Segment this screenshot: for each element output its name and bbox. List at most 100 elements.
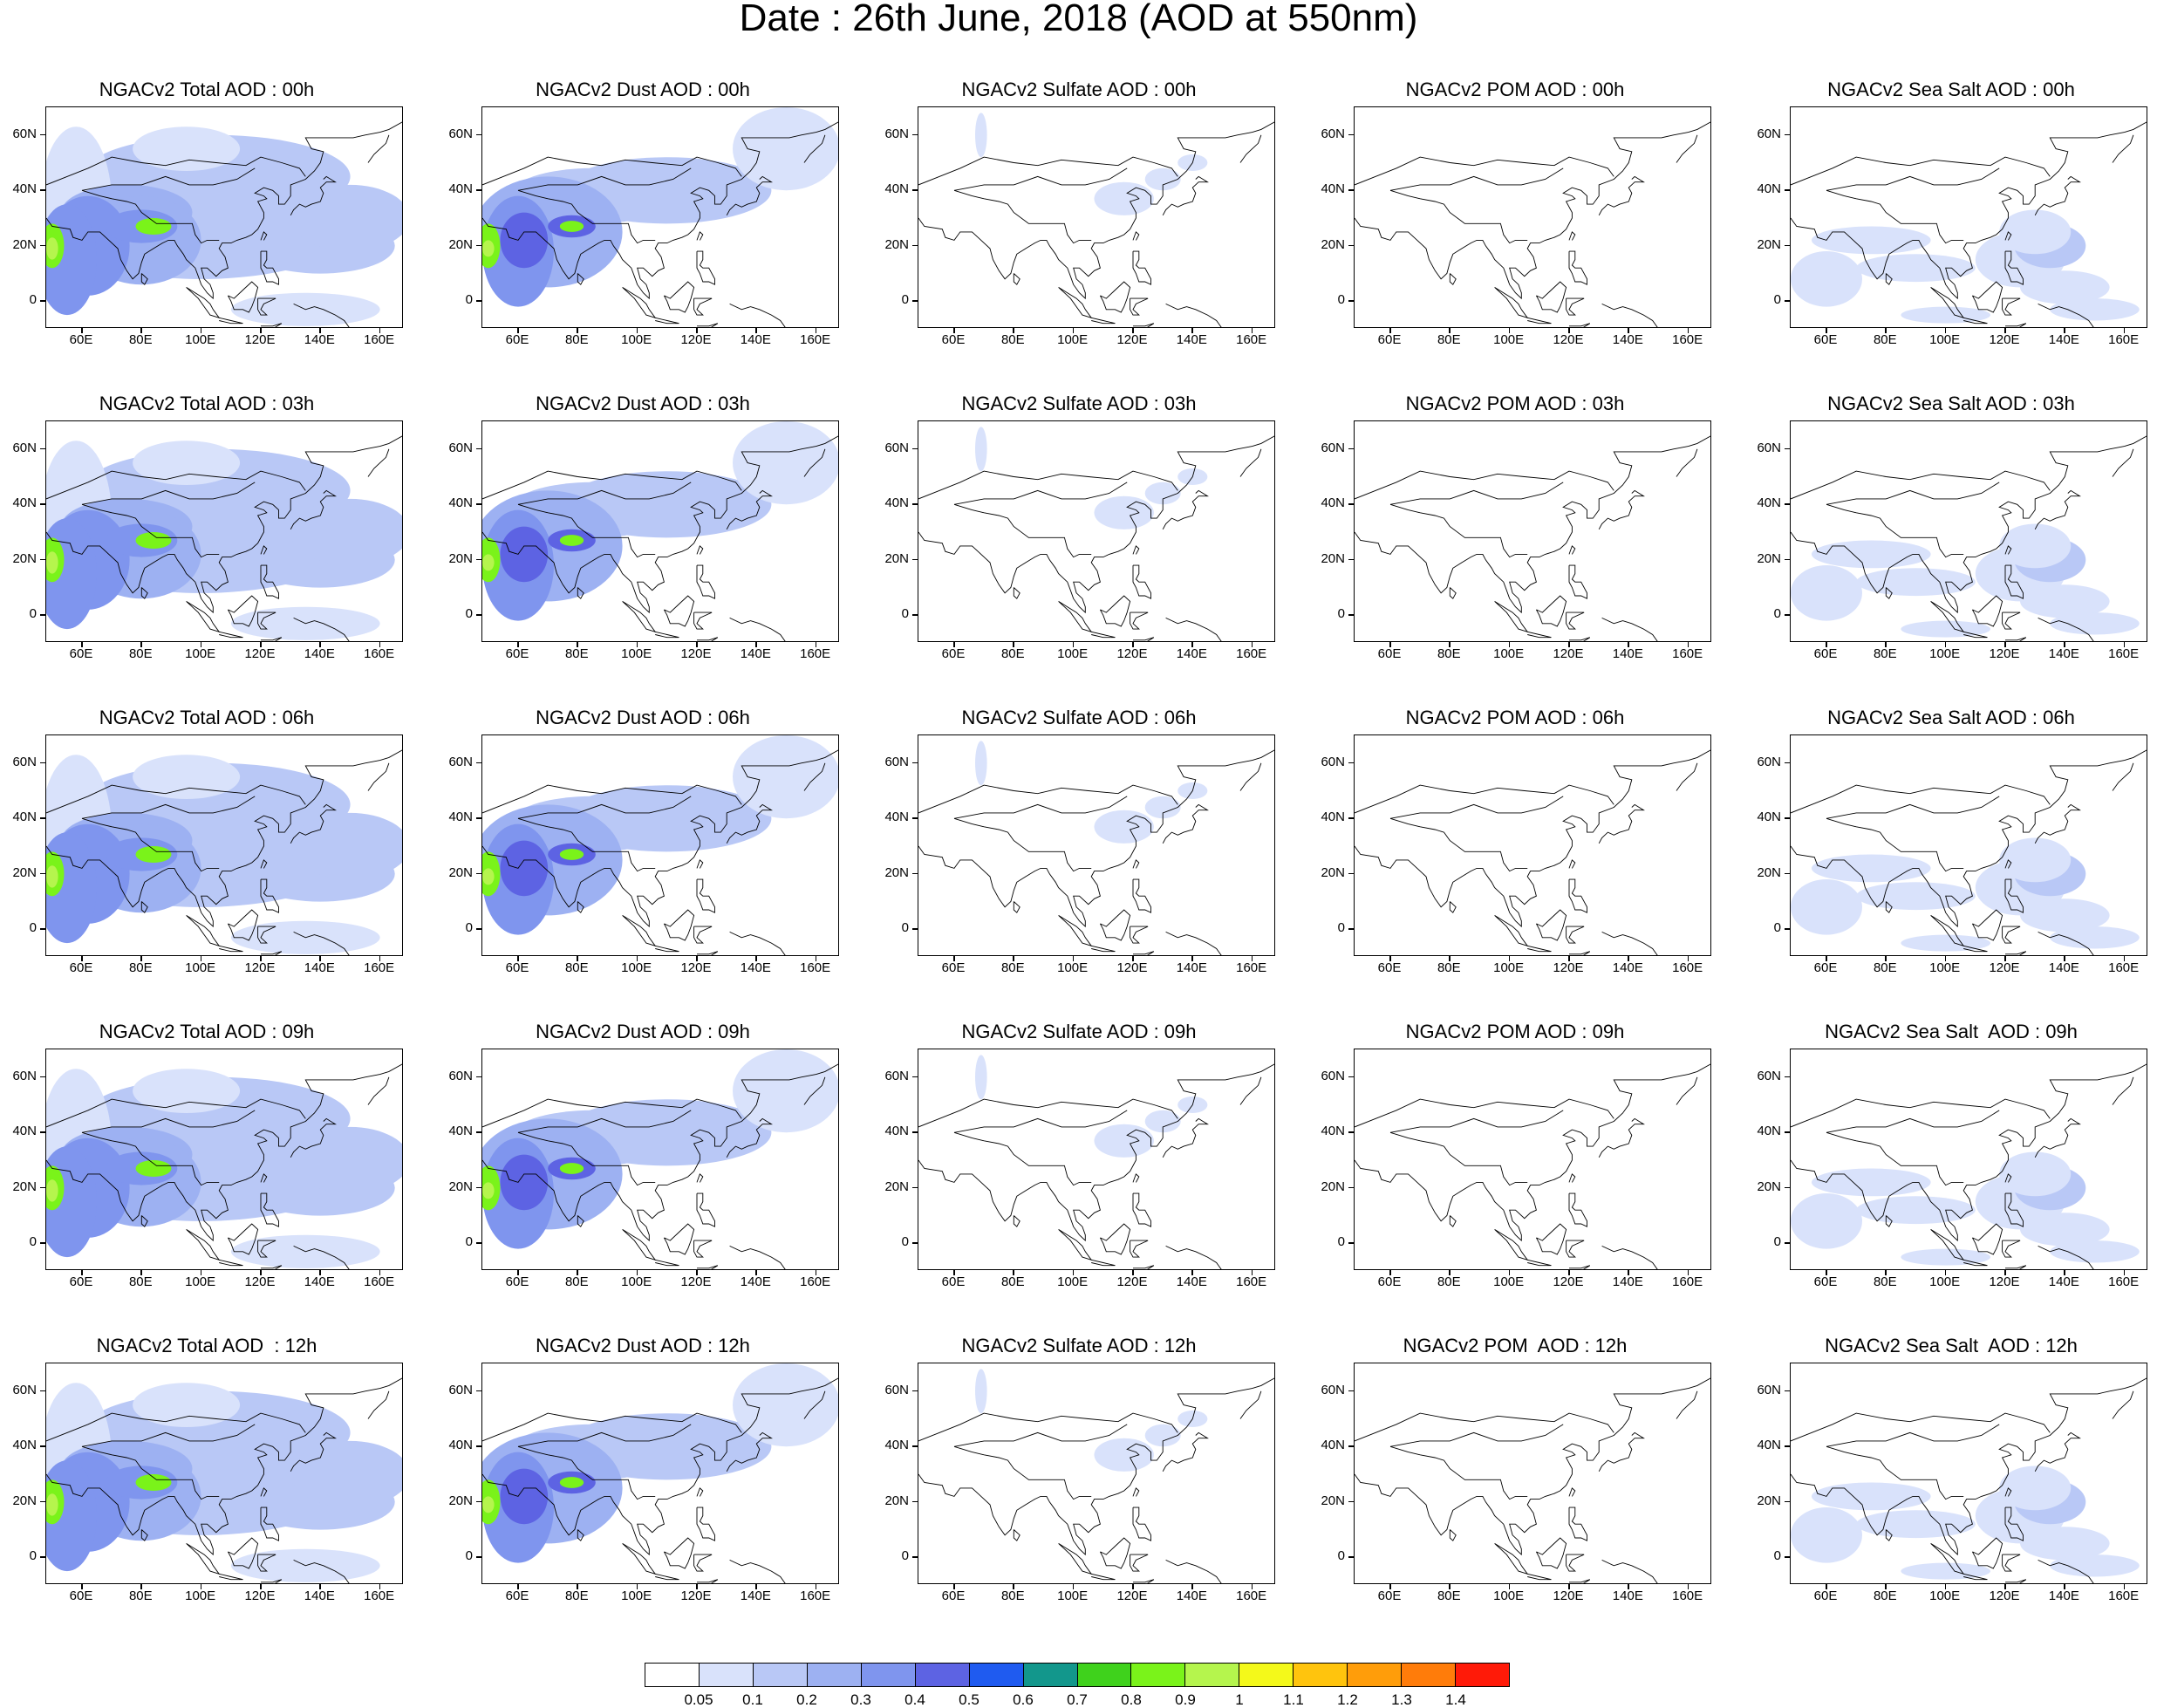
colorbar-label: 0.4 <box>904 1691 925 1708</box>
lon-tick <box>1389 328 1391 333</box>
aod-contour <box>482 240 495 257</box>
lon-tick <box>1944 1584 1947 1589</box>
lat-tick <box>40 1242 45 1244</box>
coastline <box>1389 167 1564 191</box>
aod-contour <box>733 1363 838 1447</box>
coastline <box>1013 273 1020 285</box>
coastline <box>1930 287 1965 319</box>
coastline <box>803 448 826 477</box>
lon-tick <box>1826 328 1827 333</box>
lat-tick-label: 40N <box>1321 1124 1345 1139</box>
coastline <box>1100 1223 1131 1255</box>
lon-tick-label: 80E <box>1000 646 1025 661</box>
coastline <box>1133 1265 1155 1269</box>
lat-tick <box>476 244 481 247</box>
coastline <box>1536 1223 1567 1255</box>
coastline <box>1162 803 1209 844</box>
coastline <box>1100 909 1131 941</box>
coastline <box>46 156 306 186</box>
lat-tick-label: 40N <box>1757 181 1781 197</box>
panel-title: NGACv2 Sulfate AOD : 09h <box>961 1021 1197 1042</box>
coastline <box>1826 817 1964 872</box>
coastline <box>219 317 243 325</box>
lon-tick <box>1568 956 1570 961</box>
lat-tick <box>1348 817 1354 819</box>
lon-tick <box>1628 1270 1629 1275</box>
map-panel-dust: NGACv2 Dust AOD : 06h 60N 40N 20N 0 60E 80E 100… <box>438 707 848 1003</box>
lat-tick-label: 60N <box>1757 1068 1781 1083</box>
lon-tick <box>953 1584 955 1589</box>
lon-tick <box>577 1270 578 1275</box>
lat-tick <box>1348 300 1354 302</box>
map-plot <box>45 1363 403 1584</box>
lat-tick-label: 20N <box>12 550 37 566</box>
map-svg <box>1791 435 2147 641</box>
lon-tick-label: 160E <box>364 646 395 661</box>
coastline <box>1972 595 2003 627</box>
lon-tick-label: 160E <box>800 646 831 661</box>
coastline <box>261 637 283 641</box>
map-svg <box>1791 1063 2147 1269</box>
lat-tick-label: 0 <box>465 920 473 936</box>
map-svg <box>1791 749 2147 955</box>
coastline <box>1972 1537 2003 1569</box>
lon-tick-label: 160E <box>1672 960 1703 975</box>
aod-contour <box>563 785 772 852</box>
coastline <box>1058 915 1093 947</box>
coastline <box>2038 1245 2094 1269</box>
coastline <box>1826 503 1964 558</box>
lon-tick-label: 120E <box>1989 646 2020 661</box>
lon-tick <box>1628 642 1629 647</box>
lat-tick <box>1348 1556 1354 1558</box>
lat-tick-label: 40N <box>1321 1438 1345 1453</box>
coastline <box>664 1537 695 1569</box>
map-panel-sulfate: NGACv2 Sulfate AOD : 00h 60N 40N 20N 0 60E 80E… <box>874 79 1284 375</box>
lon-tick-label: 60E <box>941 1588 966 1603</box>
lat-tick <box>1348 1390 1354 1392</box>
lon-tick-label: 80E <box>564 960 589 975</box>
lon-tick-label: 120E <box>244 646 276 661</box>
lon-tick <box>319 956 321 961</box>
coastline <box>367 1390 390 1419</box>
lon-tick-label: 100E <box>621 646 652 661</box>
lon-tick-label: 60E <box>1813 1588 1838 1603</box>
lat-tick-label: 40N <box>448 495 473 511</box>
coastline <box>1568 1506 1587 1541</box>
lon-tick-label: 120E <box>244 1588 276 1603</box>
coastline <box>1239 134 1262 163</box>
lat-tick-label: 60N <box>12 126 37 141</box>
coastline <box>1826 482 2000 505</box>
lat-tick-label: 0 <box>901 1234 909 1250</box>
lat-tick-label: 40N <box>884 810 909 825</box>
coastline <box>46 1063 402 1242</box>
coastline <box>2034 175 2081 216</box>
lon-tick-label: 140E <box>1612 960 1643 975</box>
coastline <box>46 1377 402 1556</box>
coastline <box>655 1259 679 1267</box>
lat-tick-label: 0 <box>1337 920 1345 936</box>
coastline <box>1568 859 1576 869</box>
lat-tick-label: 60N <box>884 1068 909 1083</box>
lon-tick <box>140 956 142 961</box>
panel-title: NGACv2 Dust AOD : 09h <box>536 1021 750 1042</box>
lat-tick <box>1785 503 1790 505</box>
coastline <box>1130 1554 1149 1572</box>
coastline <box>1091 1573 1116 1581</box>
coastline <box>1963 631 1988 639</box>
lat-tick <box>476 1186 481 1189</box>
lon-tick <box>1508 328 1511 333</box>
map-panel-dust: NGACv2 Dust AOD : 09h 60N 40N 20N 0 60E 80E 100… <box>438 1021 848 1317</box>
lon-tick-label: 100E <box>1929 1588 1961 1603</box>
aod-contour <box>2020 898 2110 933</box>
lon-tick-label: 100E <box>185 960 216 975</box>
coastline <box>664 595 695 627</box>
lon-tick <box>1885 328 1887 333</box>
lon-tick-label: 80E <box>1873 960 1897 975</box>
coastline <box>2002 297 2021 316</box>
lat-tick-label: 60N <box>12 1382 37 1397</box>
coastline <box>1527 317 1552 325</box>
lat-tick-label: 20N <box>448 236 473 252</box>
coastline <box>260 1506 279 1541</box>
map-svg <box>918 741 1274 955</box>
lon-tick-label: 80E <box>1437 1274 1461 1289</box>
